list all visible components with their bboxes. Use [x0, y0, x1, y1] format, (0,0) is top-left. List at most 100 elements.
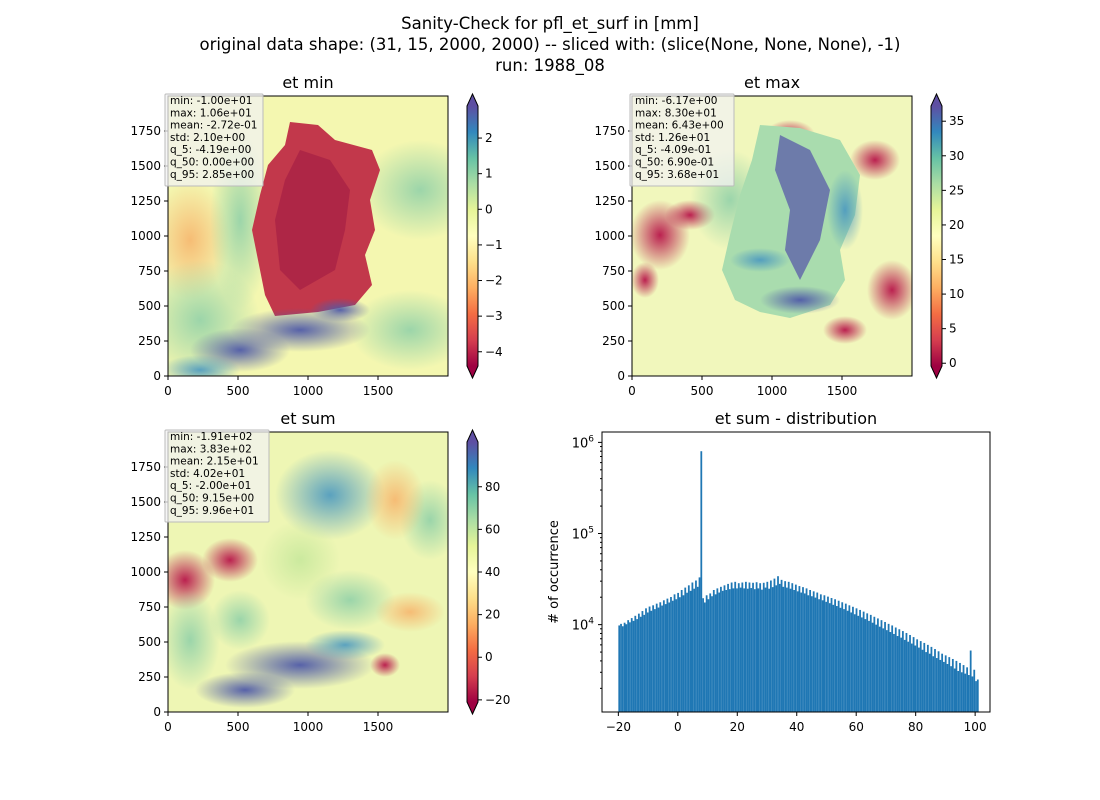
histogram-bar — [636, 619, 638, 712]
histogram-bar — [887, 623, 890, 712]
y-tick-label: 1250 — [594, 194, 625, 208]
histogram-bar — [860, 617, 863, 712]
histogram-bar — [746, 588, 749, 712]
histogram-bar — [821, 600, 824, 712]
histogram-bar — [755, 582, 758, 712]
histogram-bar — [935, 658, 938, 712]
histogram-bar — [873, 616, 876, 712]
histogram-bar — [835, 606, 838, 712]
stats-line: std: 4.02e+01 — [170, 468, 245, 480]
histogram-bar — [818, 599, 820, 712]
histogram-bar — [834, 599, 836, 712]
histogram-bar — [973, 669, 976, 712]
x-tick-label: 60 — [849, 720, 864, 734]
colorbar-tick-label: 0 — [485, 202, 493, 216]
histogram-bar — [700, 451, 703, 712]
x-tick-label: 1500 — [363, 384, 394, 398]
histogram-bar — [634, 615, 637, 712]
histogram-bar — [923, 642, 926, 712]
y-tick-label: 1750 — [130, 124, 161, 138]
histogram-bar — [659, 602, 662, 712]
panel-et-min: et min 0 500 1000 1500 0 250 500 750 1000 1250 15… — [130, 73, 502, 398]
colorbar-extend-max — [467, 430, 478, 442]
histogram-bar — [654, 609, 656, 712]
x-tick-label: 0 — [164, 384, 172, 398]
histogram-bar — [941, 653, 944, 712]
histogram-bar — [975, 681, 977, 712]
histogram-bar — [944, 655, 947, 712]
colorbar-tick-label: 30 — [949, 149, 964, 163]
histogram-bar — [905, 632, 908, 712]
histogram-bar — [711, 596, 713, 712]
histogram-bar — [743, 588, 746, 712]
histogram-bar — [896, 636, 899, 712]
histogram-bar — [637, 613, 640, 712]
histogram-bar — [618, 625, 621, 712]
histogram-bar — [693, 588, 696, 712]
histogram-bar — [969, 650, 972, 712]
x-tick-label: 1500 — [363, 720, 394, 734]
histogram-bar — [943, 661, 945, 712]
histogram-bar — [919, 641, 922, 712]
histogram-bar — [862, 611, 865, 712]
colorbar-tick-label: 2 — [485, 131, 493, 145]
stats-line: q_5: -4.19e+00 — [170, 144, 251, 156]
histogram-bar — [916, 639, 919, 712]
histogram-bar — [855, 608, 858, 712]
stats-line: std: 2.10e+00 — [170, 132, 245, 144]
y-tick-label: 1000 — [130, 565, 161, 579]
histogram-bar — [934, 649, 936, 712]
y-tick-label: 750 — [138, 264, 161, 278]
histogram-bar — [901, 631, 904, 712]
histogram-bar — [769, 580, 772, 712]
histogram-bar — [918, 647, 920, 712]
histogram-bar — [721, 590, 724, 712]
histogram-bar — [670, 597, 672, 712]
histogram-bar — [903, 639, 906, 712]
y-tick-label: 250 — [602, 334, 625, 348]
histogram-bar — [736, 588, 738, 712]
stats-line: q_5: -2.00e+01 — [170, 480, 251, 492]
histogram-bar — [748, 582, 751, 712]
histogram-bar — [671, 600, 674, 712]
histogram-bar — [718, 592, 721, 712]
y-axis: 0 250 500 750 1000 1250 1500 1750 — [130, 460, 168, 719]
histogram-bar — [741, 582, 744, 712]
x-tick-label: 500 — [691, 384, 714, 398]
histogram-bar — [712, 589, 715, 712]
histogram-bar — [784, 581, 787, 712]
colorbar-outline — [466, 428, 479, 716]
colorbar-outline — [930, 92, 943, 380]
histogram-bar — [914, 645, 917, 712]
histogram-bar — [959, 662, 961, 712]
panel-et-max: et max 0 500 1000 1500 02505007501000125015… — [594, 73, 964, 398]
histogram-bar — [782, 586, 785, 712]
colorbar-tick-label: 1 — [485, 167, 493, 181]
histogram-bar — [794, 584, 797, 712]
histogram-bar — [648, 606, 651, 712]
histogram-bar — [848, 605, 851, 712]
histogram-bar — [771, 587, 774, 712]
x-tick-label: 20 — [730, 720, 745, 734]
histogram-bar — [761, 589, 763, 712]
stats-line: q_50: 0.00e+00 — [170, 157, 254, 169]
histogram-bar — [723, 585, 726, 712]
histogram-bar — [948, 657, 951, 712]
x-tick-label: 0 — [674, 720, 682, 734]
histogram-bar — [687, 585, 690, 712]
stats-line: q_95: 9.96e+01 — [170, 505, 254, 517]
y-tick-label: 500 — [138, 635, 161, 649]
panel-title: et sum — [280, 409, 335, 428]
histogram-bar — [725, 589, 728, 712]
histogram-bar — [866, 613, 869, 712]
figure-title-line-2: original data shape: (31, 15, 2000, 2000… — [200, 35, 901, 54]
colorbar-gradient — [467, 442, 478, 702]
stats-line: q_95: 3.68e+01 — [635, 169, 719, 181]
stats-line: std: 1.26e+01 — [635, 132, 710, 144]
histogram-bar — [907, 641, 910, 712]
y-tick-label: 500 — [138, 299, 161, 313]
y-tick-label: 250 — [138, 670, 161, 684]
histogram-bar — [679, 597, 681, 712]
histogram-bar — [828, 603, 831, 712]
histogram-bar — [891, 625, 894, 712]
